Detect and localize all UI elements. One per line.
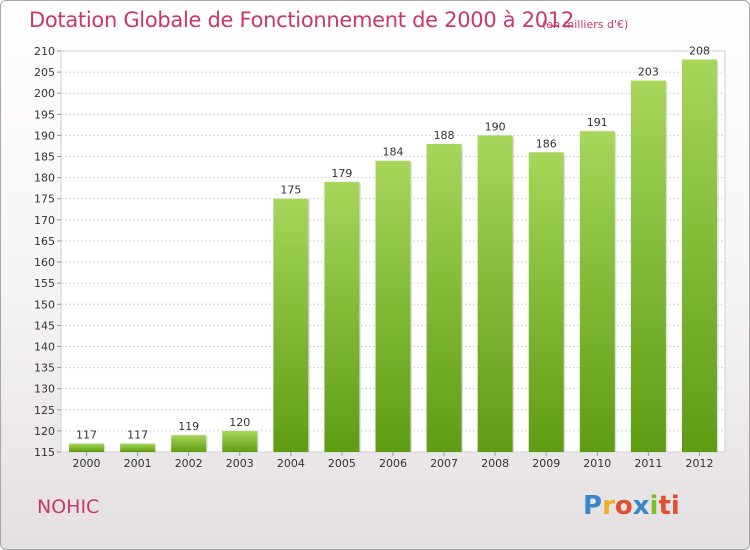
bar [477,135,513,452]
y-tick-label: 135 [34,362,55,375]
bar [426,143,462,452]
y-tick-label: 160 [34,256,55,269]
bar [69,443,105,452]
y-tick-label: 175 [34,193,55,206]
bar-value-label: 203 [638,66,659,79]
bar-value-label: 117 [127,429,148,442]
logo-letter: x [632,491,650,521]
x-tick-label: 2007 [430,457,458,470]
x-tick-label: 2004 [277,457,305,470]
bar-value-label: 117 [76,429,97,442]
bar [681,59,717,452]
y-tick-label: 210 [34,45,55,58]
y-tick-label: 115 [34,446,55,459]
x-tick-label: 2011 [634,457,662,470]
logo-letter: ti [658,491,680,521]
y-tick-label: 205 [34,66,55,79]
y-axis: 115 120 125 130 135 140 145 150 155 160 165 170 175 1… [34,45,61,459]
bar-value-label: 184 [383,146,404,159]
bar-value-label: 175 [280,184,301,197]
bar [630,80,666,453]
bar [171,435,207,452]
bar [222,430,258,452]
logo-letter: o [614,491,633,521]
y-tick-label: 130 [34,383,55,396]
y-tick-label: 155 [34,277,55,290]
bar [528,152,564,452]
x-tick-label: 2006 [379,457,407,470]
y-tick-label: 125 [34,404,55,417]
x-tick-label: 2000 [73,457,101,470]
bar [324,181,360,452]
y-tick-label: 180 [34,172,55,185]
y-tick-label: 190 [34,129,55,142]
bar [375,160,411,452]
y-tick-label: 140 [34,340,55,353]
y-tick-label: 185 [34,151,55,164]
bar [120,443,156,452]
y-tick-label: 195 [34,108,55,121]
logo-letter: i [649,491,659,521]
commune-name: NOHIC [37,496,100,518]
x-axis: 2000 2001 2002 2003 2004 2005 2006 2007 2008 2009… [73,452,713,470]
logo-letter: P [583,491,603,521]
x-tick-label: 2003 [226,457,254,470]
y-tick-label: 145 [34,319,55,332]
bar-value-label: 190 [485,120,506,133]
x-tick-label: 2001 [124,457,152,470]
bar-value-label: 208 [689,44,710,57]
bar-value-label: 119 [178,420,199,433]
bar [273,198,309,452]
y-tick-label: 200 [34,87,55,100]
x-tick-label: 2009 [532,457,560,470]
bars: 117 117 119 120 175 179 184 188 190 186 191 203 208 [69,44,719,453]
y-tick-label: 150 [34,298,55,311]
chart-subtitle: (en milliers d'€) [542,18,629,31]
bar [579,131,615,452]
proxiti-logo[interactable]: Proxiti [583,491,680,521]
bar-value-label: 186 [536,137,557,150]
logo-letter: r [602,491,615,521]
bar-value-label: 120 [229,416,250,429]
bar-value-label: 188 [434,129,455,142]
chart-title: Dotation Globale de Fonctionnement de 20… [29,8,574,32]
x-tick-label: 2008 [481,457,509,470]
y-tick-label: 170 [34,214,55,227]
y-tick-label: 165 [34,235,55,248]
x-tick-label: 2012 [685,457,713,470]
y-tick-label: 120 [34,425,55,438]
bar-value-label: 179 [331,167,352,180]
bar-value-label: 191 [587,116,608,129]
x-tick-label: 2002 [175,457,203,470]
x-tick-label: 2010 [583,457,611,470]
x-tick-label: 2005 [328,457,356,470]
